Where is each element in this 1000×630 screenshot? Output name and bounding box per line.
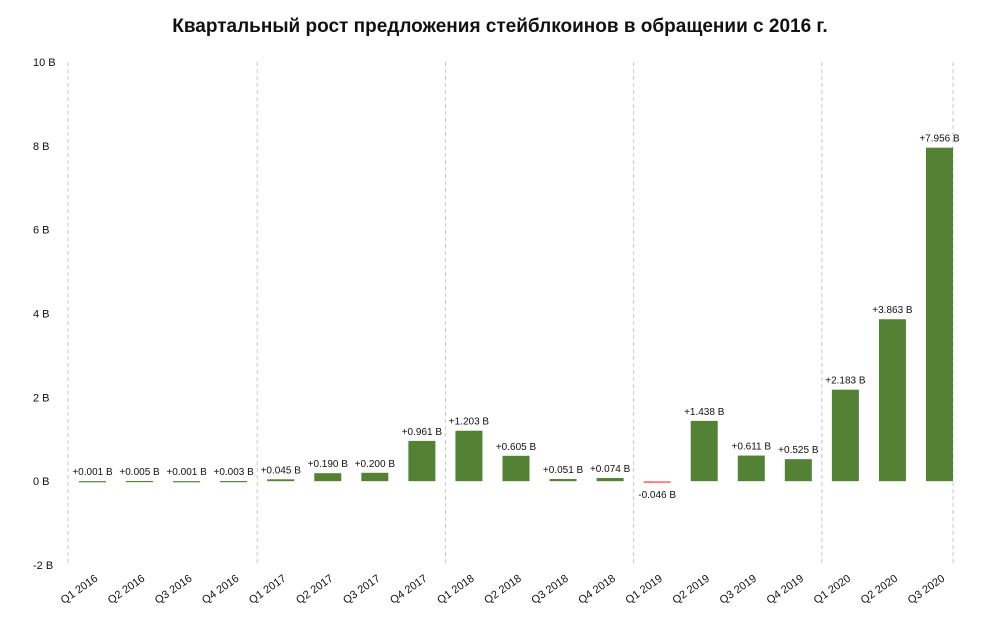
bar-q2-2019 xyxy=(690,420,718,482)
bar-q3-2019 xyxy=(737,455,765,482)
data-label: +0.005 B xyxy=(119,467,160,478)
x-tick-label: Q2 2016 xyxy=(106,573,147,607)
bar-q1-2020 xyxy=(831,389,859,482)
y-tick-label: 0 B xyxy=(33,476,50,488)
x-tick-label: Q4 2018 xyxy=(576,573,617,607)
x-tick-label: Q3 2016 xyxy=(153,573,194,607)
data-label: +0.525 B xyxy=(778,445,819,456)
y-tick-label: -2 B xyxy=(33,560,53,572)
data-label: +0.200 B xyxy=(355,459,396,470)
bar-q4-2016 xyxy=(220,481,248,483)
data-label: +0.045 B xyxy=(261,465,302,476)
x-tick-label: Q1 2016 xyxy=(59,573,100,607)
x-tick-label: Q3 2017 xyxy=(341,573,382,607)
x-tick-label: Q2 2020 xyxy=(859,573,900,607)
bar-q3-2016 xyxy=(173,481,201,483)
data-label: +2.183 B xyxy=(825,376,866,387)
bar-q4-2017 xyxy=(408,440,436,482)
x-tick-label: Q1 2020 xyxy=(812,573,853,607)
x-tick-label: Q2 2019 xyxy=(670,573,711,607)
data-label: +0.611 B xyxy=(731,442,771,453)
data-label: +3.863 B xyxy=(872,305,913,316)
data-label: +1.438 B xyxy=(684,407,725,418)
data-label: +0.190 B xyxy=(308,459,349,470)
x-tick-label: Q2 2018 xyxy=(482,573,523,607)
x-tick-label: Q4 2016 xyxy=(200,573,241,607)
x-tick-label: Q4 2019 xyxy=(765,573,806,607)
bar-q2-2018 xyxy=(502,455,530,482)
bar-q4-2019 xyxy=(784,459,812,482)
x-tick-label: Q3 2019 xyxy=(718,573,759,607)
data-label: +0.003 B xyxy=(214,467,255,478)
x-tick-label: Q1 2018 xyxy=(435,573,476,607)
bar-q3-2017 xyxy=(361,472,389,482)
y-tick-label: 8 B xyxy=(33,141,50,153)
data-label: +0.051 B xyxy=(543,465,584,476)
bar-q1-2017 xyxy=(267,479,295,482)
data-label: +0.001 B xyxy=(72,467,113,478)
bar-q2-2017 xyxy=(314,473,342,482)
x-tick-label: Q3 2020 xyxy=(906,573,947,607)
data-label: +7.956 B xyxy=(919,134,960,145)
y-tick-label: 10 B xyxy=(33,57,56,69)
bar-q2-2016 xyxy=(126,480,154,483)
bar-q1-2016 xyxy=(79,481,106,483)
data-label: -0.046 B xyxy=(638,490,676,501)
x-tick-label: Q3 2018 xyxy=(529,573,570,607)
x-tick-label: Q4 2017 xyxy=(388,573,429,607)
y-tick-label: 6 B xyxy=(33,225,50,237)
bar-q1-2018 xyxy=(455,430,483,482)
bar-q2-2020 xyxy=(878,319,906,482)
bar-q4-2018 xyxy=(596,478,624,482)
data-label: +0.961 B xyxy=(402,427,443,438)
chart-title: Квартальный рост предложения стейблкоино… xyxy=(172,16,828,37)
y-tick-label: 4 B xyxy=(33,309,50,321)
bar-q3-2020 xyxy=(926,147,954,482)
x-tick-label: Q1 2019 xyxy=(623,573,664,607)
x-tick-label: Q1 2017 xyxy=(247,573,288,607)
bar-q3-2018 xyxy=(549,479,577,482)
data-label: +0.001 B xyxy=(166,467,207,478)
data-label: +0.605 B xyxy=(496,442,537,453)
bar-q1-2019 xyxy=(643,481,671,484)
data-label: +0.074 B xyxy=(590,464,631,475)
data-label: +1.203 B xyxy=(449,417,490,428)
x-tick-label: Q2 2017 xyxy=(294,573,335,607)
y-tick-label: 2 B xyxy=(33,392,50,404)
